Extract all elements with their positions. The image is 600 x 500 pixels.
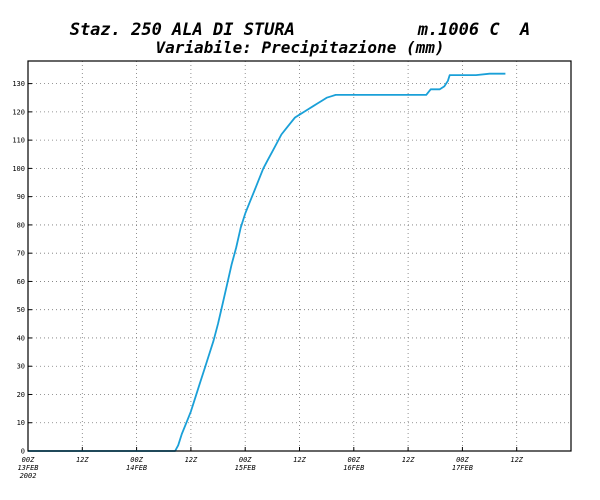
y-tick-label: 20 bbox=[17, 391, 25, 399]
x-tick-label: 00Z bbox=[130, 456, 143, 464]
x-tick-label: 12Z bbox=[185, 456, 198, 464]
y-tick-label: 130 bbox=[12, 80, 25, 88]
y-tick-label: 0 bbox=[21, 448, 25, 456]
x-tick-date: 14FEB bbox=[126, 464, 147, 472]
precipitation-line bbox=[28, 72, 506, 452]
x-tick-year: 2002 bbox=[20, 472, 37, 480]
x-tick-date: 17FEB bbox=[452, 464, 473, 472]
x-tick-date: 15FEB bbox=[235, 464, 256, 472]
chart-title: Staz. 250 ALA DI STURA m.1006 C A bbox=[69, 20, 531, 40]
y-tick-label: 50 bbox=[17, 306, 25, 314]
y-tick-label: 40 bbox=[17, 334, 25, 342]
y-tick-label: 70 bbox=[17, 250, 25, 258]
series-group bbox=[28, 72, 506, 452]
y-tick-label: 90 bbox=[17, 193, 25, 201]
y-tick-label: 110 bbox=[12, 137, 25, 145]
x-tick-label: 12Z bbox=[510, 456, 523, 464]
chart-subtitle: Variabile: Precipitazione (mm) bbox=[155, 38, 445, 57]
y-tick-label: 30 bbox=[17, 363, 25, 371]
x-tick-label: 00Z bbox=[239, 456, 252, 464]
x-tick-date: 16FEB bbox=[343, 464, 364, 472]
x-tick-label: 12Z bbox=[402, 456, 415, 464]
y-tick-label: 100 bbox=[12, 165, 25, 173]
grid bbox=[28, 61, 571, 451]
x-tick-label: 00Z bbox=[456, 456, 469, 464]
x-tick-label: 12Z bbox=[76, 456, 89, 464]
y-tick-label: 80 bbox=[17, 221, 25, 229]
x-tick-label: 12Z bbox=[293, 456, 306, 464]
plot-frame bbox=[27, 60, 572, 452]
x-tick-date: 13FEB bbox=[17, 464, 38, 472]
x-tick-label: 00Z bbox=[22, 456, 35, 464]
y-tick-label: 60 bbox=[17, 278, 25, 286]
x-tick-label: 00Z bbox=[347, 456, 360, 464]
y-tick-label: 120 bbox=[12, 108, 25, 116]
y-tick-label: 10 bbox=[17, 419, 25, 427]
y-axis: 0 10 20 30 40 50 60 70 80 90 100 110 120 130 bbox=[12, 80, 32, 456]
